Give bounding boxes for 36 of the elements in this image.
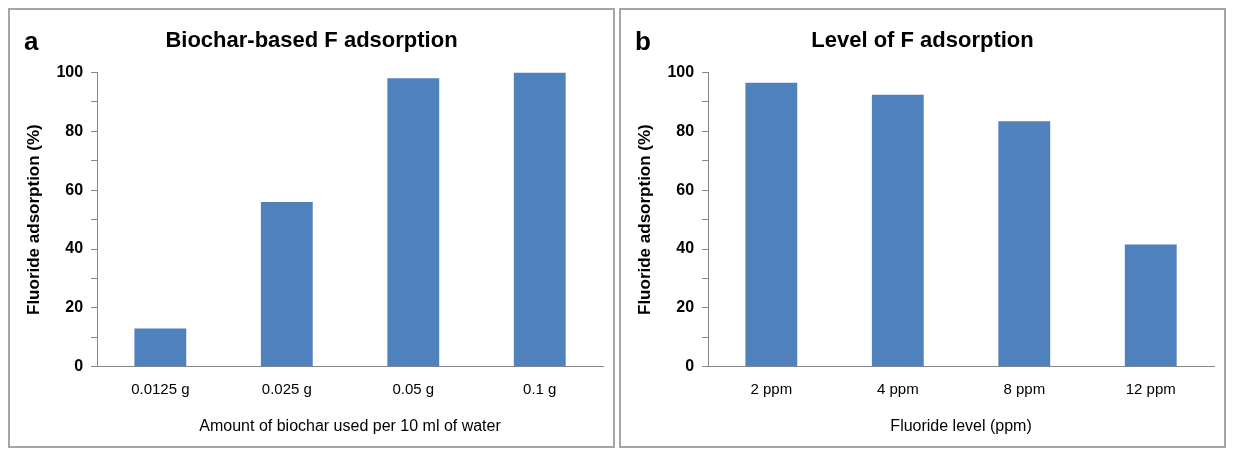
bar: [871, 94, 924, 367]
y-tick-label: 100: [667, 62, 695, 80]
x-tick-label: 2 ppm: [750, 379, 793, 397]
y-tick-label: 40: [65, 239, 84, 257]
y-tick-label: 80: [65, 121, 84, 139]
x-tick-label: 0.05 g: [392, 379, 435, 397]
bar: [998, 121, 1051, 367]
y-axis-title: Fluoride adsorption (%): [23, 124, 43, 315]
x-tick-label: 12 ppm: [1125, 379, 1176, 397]
bar: [260, 201, 313, 367]
bar: [1124, 244, 1177, 367]
bar: [387, 78, 440, 367]
text: b: [635, 26, 651, 57]
y-tick-label: 60: [676, 180, 695, 198]
y-tick-label: 0: [74, 357, 84, 375]
x-tick-label: 0.0125 g: [131, 379, 190, 397]
x-tick-label: 4 ppm: [876, 379, 919, 397]
chart-title: Level of F adsorption: [811, 27, 1034, 53]
x-axis-title: Fluoride level (ppm): [890, 416, 1032, 434]
x-tick-label: 0.1 g: [523, 379, 557, 397]
x-axis-title: Amount of biochar used per 10 ml of water: [199, 416, 502, 434]
x-tick-label: 8 ppm: [1003, 379, 1046, 397]
y-tick-label: 0: [685, 357, 695, 375]
bar: [513, 72, 566, 367]
y-tick-label: 20: [65, 298, 84, 316]
y-tick-label: 100: [56, 62, 84, 80]
bar: [745, 82, 798, 367]
bar: [134, 328, 187, 367]
y-axis-title: Fluoride adsorption (%): [634, 124, 654, 315]
y-tick-label: 80: [676, 121, 695, 139]
y-tick-label: 60: [65, 180, 84, 198]
x-tick-label: 0.025 g: [261, 379, 312, 397]
text: a: [24, 26, 39, 57]
y-tick-label: 20: [676, 298, 695, 316]
y-tick-label: 40: [676, 239, 695, 257]
chart-title: Biochar-based F adsorption: [165, 27, 458, 53]
